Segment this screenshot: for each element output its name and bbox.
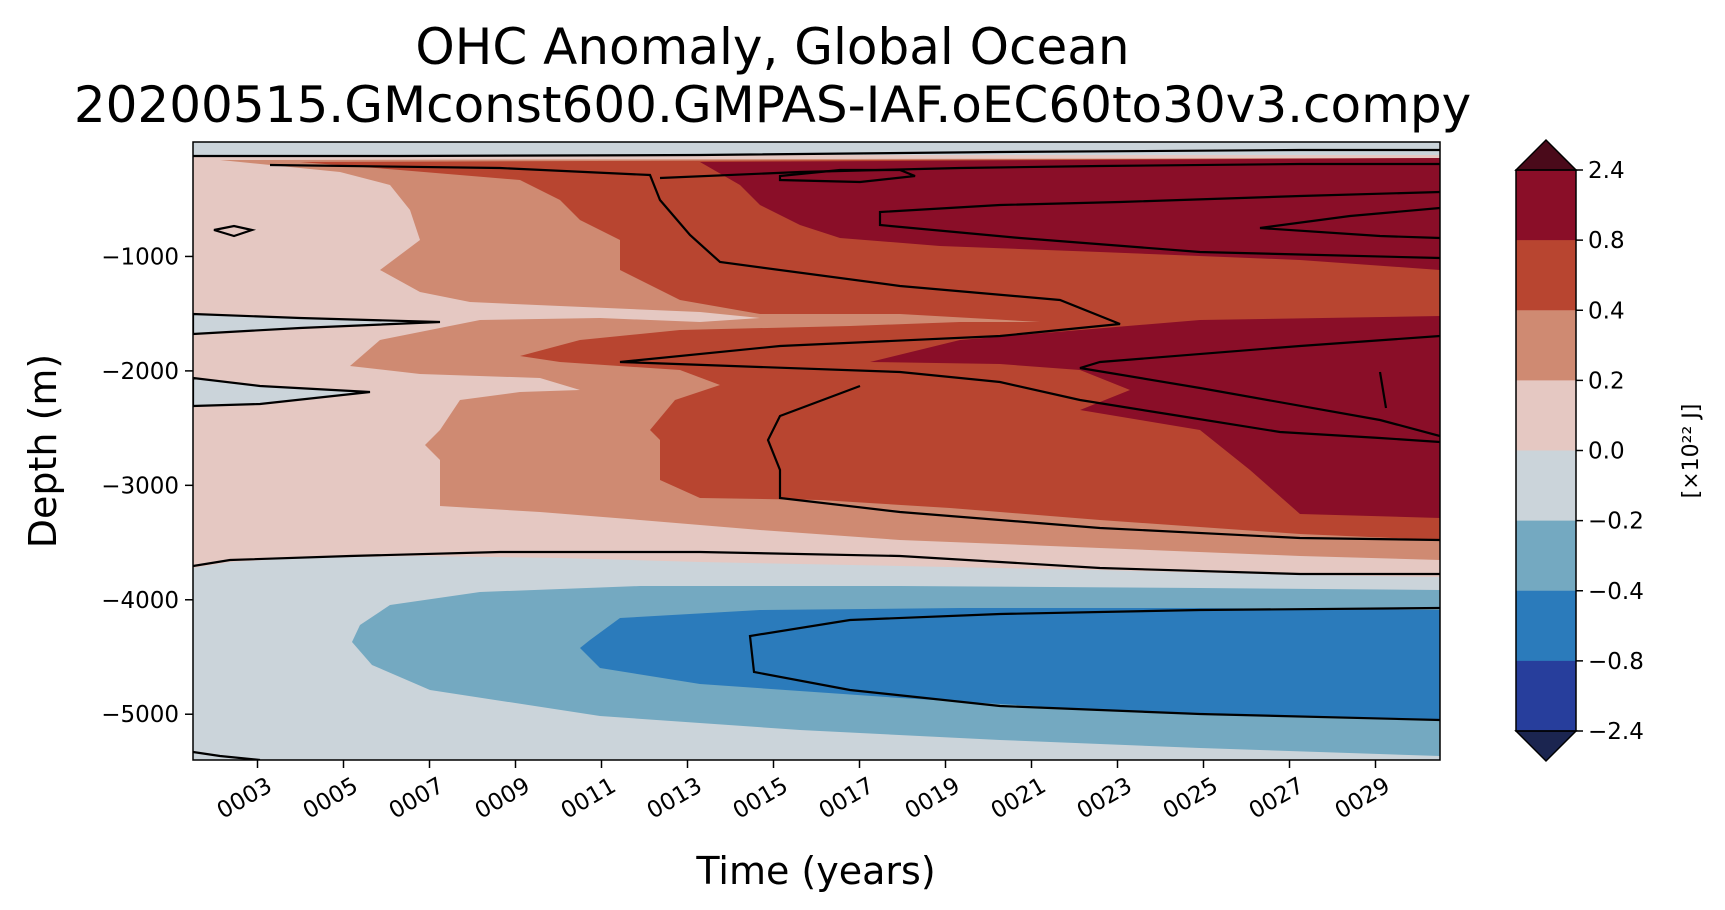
contour-line [193, 750, 261, 760]
x-axis-label: Time (years) [695, 849, 935, 893]
colorbar-segment [1516, 310, 1576, 381]
colorbar-extend-min [1514, 730, 1578, 763]
contour-lines [193, 148, 1440, 760]
x-tick-label: 0011 [557, 773, 621, 825]
colorbar-segment [1516, 660, 1576, 732]
y-tick-label: −2000 [101, 359, 179, 385]
contour-line [1079, 334, 1440, 438]
x-tick-label: 0005 [299, 773, 363, 825]
contour-line [1259, 206, 1440, 240]
contour-fill-area [193, 142, 1440, 760]
contour-line [193, 148, 1440, 158]
x-tick-label: 0003 [213, 773, 277, 825]
contour-line [878, 190, 1440, 260]
contour-line [269, 163, 1440, 444]
colorbar-tick-label: −0.4 [1588, 579, 1644, 605]
colorbar-tick-label: −0.2 [1588, 509, 1644, 535]
y-tick-label: −4000 [101, 588, 179, 614]
contour-line [659, 162, 1440, 180]
contour-line [766, 384, 1440, 542]
x-tick-label: 0007 [385, 773, 449, 825]
x-tick-label: 0009 [471, 773, 535, 825]
contour-line [748, 606, 1440, 722]
colorbar-segment [1516, 520, 1576, 592]
y-axis: −1000 −2000 −3000 −4000 −5000 [101, 244, 193, 728]
x-tick-label: 0029 [1331, 773, 1395, 825]
x-tick-label: 0023 [1073, 773, 1137, 825]
colorbar-tick-label: 2.4 [1588, 158, 1625, 184]
y-tick-label: −3000 [101, 473, 179, 499]
colorbar-tick-label: 0.8 [1588, 228, 1625, 254]
x-tick-label: 0025 [1159, 773, 1223, 825]
colorbar-tick-label: −0.8 [1588, 649, 1644, 675]
colorbar-tick-label: 0.0 [1588, 439, 1625, 465]
colorbar-tick-label: 0.2 [1588, 368, 1625, 394]
chart-title-line-2: 20200515.GMconst600.GMPAS-IAF.oEC60to30v… [73, 76, 1472, 134]
colorbar-segment [1516, 240, 1576, 311]
x-tick-label: 0021 [987, 773, 1051, 825]
contour-line [213, 224, 257, 238]
colorbar-extend-max [1514, 138, 1578, 171]
y-axis-label: Depth (m) [21, 354, 65, 549]
contour-line [193, 376, 371, 408]
x-tick-label: 0027 [1245, 773, 1309, 825]
colorbar-segment [1516, 380, 1576, 451]
contour-line [778, 168, 916, 184]
x-tick-label: 0015 [729, 773, 793, 825]
colorbar-segment [1516, 170, 1576, 241]
plot-frame [192, 141, 1441, 761]
colorbar: 2.4 0.8 0.4 0.2 0.0 −0.2 −0.4 −0.8 −2.4 [1514, 138, 1644, 763]
y-tick-label: −1000 [101, 244, 179, 270]
colorbar-segment [1516, 450, 1576, 522]
colorbar-label: [×10²² J] [1679, 404, 1704, 499]
contour-line [193, 550, 1440, 576]
x-tick-label: 0019 [901, 773, 965, 825]
chart-title-line-1: OHC Anomaly, Global Ocean [415, 18, 1130, 76]
contour-line [1378, 371, 1388, 409]
y-tick-label: −5000 [101, 702, 179, 728]
colorbar-tick-label: −2.4 [1588, 719, 1644, 745]
x-tick-label: 0013 [643, 773, 707, 825]
colorbar-tick-label: 0.4 [1588, 298, 1625, 324]
contour-line [193, 312, 441, 336]
x-axis: 0003 0005 0007 0009 0011 0013 0015 0017 0019 0021… [213, 760, 1395, 824]
x-tick-label: 0017 [815, 773, 879, 825]
band-neg08-neg04 [580, 608, 1440, 720]
band-left-neg-tongue-1 [193, 314, 440, 334]
band-left-neg-tongue-2 [193, 378, 370, 406]
colorbar-segment [1516, 590, 1576, 662]
